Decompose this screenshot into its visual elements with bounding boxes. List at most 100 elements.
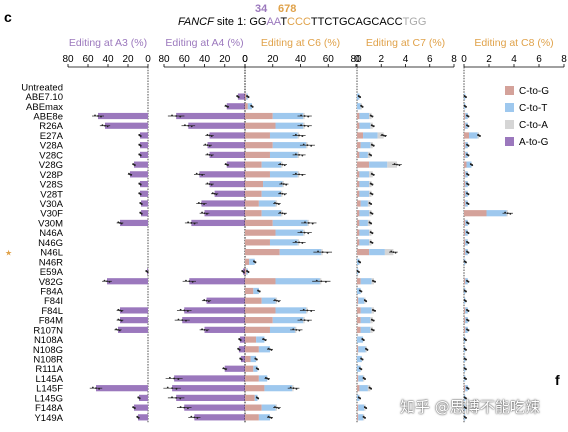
tick-label-0-3: 20 (122, 54, 134, 65)
bar-0-4-A-to-G (105, 122, 148, 129)
point-2-27-0 (267, 347, 270, 350)
bar-1-22-A-to-G (206, 297, 245, 304)
bar-3-22-C-to-T (358, 297, 365, 304)
tick-label-4-3: 6 (536, 54, 542, 65)
point-2-27-1 (269, 348, 271, 351)
point-2-22-1 (276, 299, 278, 302)
bar-2-11-C-to-G (245, 190, 262, 197)
point-4-17-2 (467, 251, 470, 254)
point-2-3-1 (303, 115, 306, 117)
point-2-9-2 (301, 174, 304, 176)
point-4-13-1 (506, 212, 509, 215)
position-numbers: 34 678 (255, 3, 296, 15)
bar-2-29-C-to-T (253, 365, 258, 372)
point-0-19-2 (146, 271, 149, 274)
bar-3-23-C-to-G (357, 307, 361, 314)
bar-3-9-C-to-T (359, 171, 370, 178)
bar-3-20-C-to-G (357, 278, 361, 285)
bar-2-19-C-to-G (245, 268, 247, 275)
bar-1-9-A-to-G (199, 171, 245, 178)
point-1-22-2 (207, 300, 210, 303)
point-2-31-2 (295, 387, 298, 390)
point-2-15-0 (300, 231, 302, 233)
bar-4-8-C-to-T (466, 161, 472, 168)
point-1-10-0 (206, 182, 209, 185)
bar-4-3-C-to-G (464, 112, 466, 120)
point-4-25-2 (467, 329, 470, 332)
point-2-23-0 (302, 308, 305, 311)
point-1-6-1 (206, 144, 209, 147)
point-4-23-2 (467, 310, 470, 312)
point-1-7-2 (210, 154, 213, 157)
bar-3-13-C-to-G (357, 210, 360, 217)
point-2-8-0 (279, 163, 282, 165)
point-1-23-0 (179, 308, 182, 311)
point-2-23-1 (306, 309, 309, 312)
bar-3-27-C-to-T (358, 346, 366, 353)
bar-2-13-C-to-T (261, 210, 282, 217)
bar-3-17-C-to-T (369, 249, 385, 256)
point-2-10-0 (280, 182, 283, 185)
legend-swatch-2 (505, 120, 514, 129)
point-4-15-2 (467, 232, 470, 235)
seq-segment-1: AA (266, 16, 281, 28)
point-0-33-2 (133, 407, 136, 410)
point-2-21-2 (258, 290, 261, 293)
category-label-10: V28S (40, 180, 63, 191)
point-1-4-2 (190, 125, 193, 128)
bar-1-6-A-to-G (207, 142, 245, 149)
legend-swatch-3 (505, 137, 514, 146)
category-label-2: ABEmax (26, 102, 63, 113)
point-0-6-2 (139, 144, 142, 147)
point-1-6-0 (204, 143, 207, 146)
category-label-32: L145G (34, 393, 63, 404)
tick-label-3-0: 0 (354, 54, 360, 65)
seq-segment-3: CCC (287, 16, 311, 28)
point-1-31-2 (175, 387, 178, 390)
point-1-7-1 (208, 154, 211, 156)
point-2-33-0 (274, 406, 276, 408)
point-1-11-1 (213, 192, 216, 195)
category-label-16: N46G (38, 238, 63, 249)
bar-2-31-C-to-T (264, 385, 293, 392)
bar-4-20-C-to-G (464, 278, 466, 285)
bar-3-3-C-to-T (359, 112, 370, 120)
point-2-12-0 (274, 201, 276, 204)
category-label-6: V28A (40, 141, 64, 152)
point-2-17-1 (321, 251, 324, 254)
panel-3: Editing at C7 (%) 0 2 4 6 8 (354, 37, 457, 423)
tick-label-3-2: 4 (403, 54, 409, 65)
point-2-11-2 (283, 193, 286, 196)
point-3-27-2 (366, 349, 369, 351)
point-3-32-2 (359, 397, 362, 400)
point-2-13-0 (279, 211, 282, 214)
point-3-26-2 (362, 339, 365, 342)
point-2-11-0 (279, 192, 282, 195)
bar-0-23-A-to-G (120, 307, 148, 314)
bar-2-21-C-to-G (245, 287, 254, 295)
point-1-34-2 (196, 417, 199, 419)
bar-0-9-A-to-G (130, 171, 148, 178)
category-label-9: V28P (40, 170, 63, 181)
point-2-33-2 (277, 407, 280, 410)
point-0-7-2 (139, 154, 142, 157)
point-1-20-1 (188, 280, 191, 283)
bar-1-29-A-to-G (224, 365, 245, 372)
point-2-10-2 (285, 183, 288, 186)
category-label-25: R107N (33, 325, 63, 336)
bar-2-14-C-to-G (245, 219, 273, 227)
panel-2: Editing at C6 (%) 0 20 40 60 80 (242, 37, 362, 423)
point-1-5-2 (210, 135, 213, 138)
point-0-5-2 (139, 135, 142, 138)
category-label-31: L145F (36, 384, 63, 395)
point-3-8-0 (393, 163, 396, 165)
site-sequence: FANCF site 1: GGAATCCCTTCTGCAGCACCTGG (178, 16, 426, 28)
point-2-2-2 (251, 106, 254, 108)
point-1-3-1 (175, 115, 178, 117)
category-label-11: V28T (40, 189, 63, 200)
point-2-10-1 (282, 183, 285, 185)
point-1-22-0 (203, 299, 206, 301)
bar-3-31-C-to-T (359, 385, 368, 392)
point-3-25-2 (372, 329, 375, 332)
point-0-24-0 (117, 318, 120, 321)
